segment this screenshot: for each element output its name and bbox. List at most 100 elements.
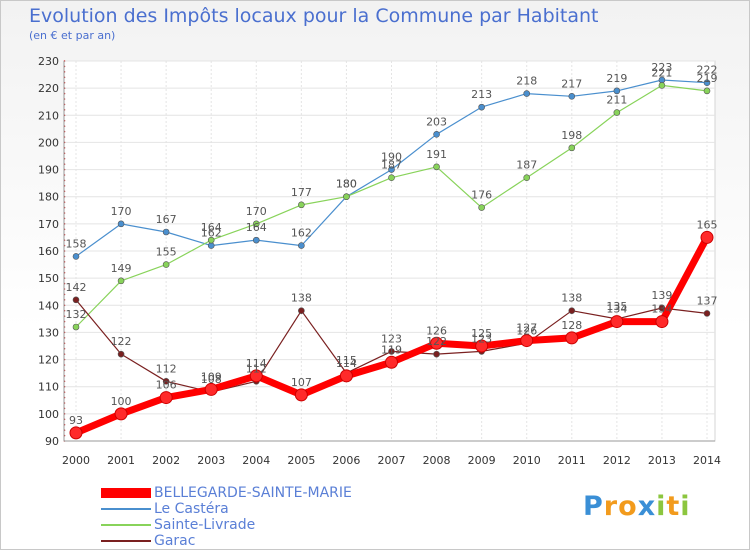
y-tick-label: 110 [38, 381, 59, 394]
y-tick-label: 180 [38, 191, 59, 204]
logo-letter: i [656, 491, 667, 522]
data-label: 170 [111, 205, 132, 218]
logo-letter: o [618, 491, 638, 522]
data-label: 123 [381, 332, 402, 345]
data-label: 138 [291, 292, 312, 305]
logo-letter: r [603, 491, 619, 522]
data-point [162, 228, 170, 236]
data-point [478, 204, 485, 211]
data-label: 190 [381, 151, 402, 164]
data-label: 198 [561, 129, 582, 142]
data-point [388, 174, 395, 182]
y-tick-label: 130 [38, 326, 59, 339]
data-point [72, 323, 80, 331]
y-tick-label: 230 [38, 55, 59, 68]
data-label: 155 [156, 246, 177, 259]
data-label: 162 [291, 227, 312, 240]
logo-letter: P [583, 491, 604, 522]
data-label: 218 [516, 75, 537, 88]
data-label: 222 [697, 64, 718, 77]
data-point [162, 377, 170, 385]
data-point [343, 193, 350, 201]
data-point [72, 296, 80, 304]
data-point [520, 334, 534, 348]
data-point [388, 348, 395, 355]
data-label: 109 [201, 370, 222, 383]
data-point [385, 355, 398, 369]
data-point [565, 331, 579, 345]
data-label: 170 [246, 205, 267, 218]
data-label: 115 [336, 354, 357, 367]
data-label: 221 [651, 66, 672, 79]
data-label: 137 [697, 294, 718, 307]
data-point [523, 90, 531, 97]
y-tick-label: 190 [38, 164, 59, 177]
data-point [207, 236, 215, 244]
data-point [478, 103, 485, 111]
data-point [388, 166, 395, 173]
data-point [69, 426, 83, 440]
data-point [610, 315, 624, 329]
data-label: 213 [471, 88, 492, 101]
y-tick-label: 160 [38, 245, 59, 258]
x-tick-label: 2007 [378, 454, 406, 467]
data-point [159, 391, 173, 405]
data-point [252, 236, 260, 244]
data-point [433, 163, 440, 171]
data-label: 114 [336, 357, 357, 370]
data-label: 128 [561, 319, 582, 332]
legend-swatch-0 [101, 488, 151, 498]
y-tick-label: 210 [38, 109, 59, 122]
data-point [658, 304, 666, 312]
data-point [207, 242, 215, 249]
data-label: 187 [516, 159, 537, 172]
x-tick-label: 2002 [152, 454, 180, 467]
data-label: 211 [606, 94, 627, 107]
data-label: 122 [111, 335, 132, 348]
data-label: 119 [381, 343, 402, 356]
y-tick-label: 150 [38, 272, 59, 285]
data-point [433, 350, 440, 358]
data-label: 191 [426, 148, 447, 161]
data-label: 122 [426, 335, 447, 348]
data-label: 114 [246, 357, 267, 370]
data-label: 126 [516, 324, 537, 337]
x-tick-label: 2003 [197, 454, 225, 467]
data-label: 125 [471, 327, 492, 340]
legend-swatch-3 [101, 540, 151, 542]
data-label: 112 [246, 362, 267, 375]
data-point [568, 307, 576, 315]
data-label: 180 [336, 178, 357, 191]
legend-swatch-1 [101, 508, 151, 510]
data-label: 162 [201, 227, 222, 240]
legend-swatch-2 [101, 524, 151, 526]
x-tick-label: 2012 [603, 454, 631, 467]
data-point [117, 220, 125, 228]
y-tick-label: 220 [38, 82, 59, 95]
data-label: 167 [156, 213, 177, 226]
x-tick-label: 2011 [558, 454, 586, 467]
legend-label-3: Garac [154, 533, 196, 549]
data-point [114, 407, 128, 421]
data-point [700, 230, 714, 244]
data-point [523, 174, 531, 182]
data-point [204, 382, 218, 396]
data-point [72, 253, 80, 260]
data-label: 223 [651, 61, 672, 74]
data-point [249, 369, 263, 383]
data-label: 219 [697, 72, 718, 85]
data-label: 108 [201, 373, 222, 386]
data-point [568, 144, 576, 152]
data-label: 139 [651, 289, 672, 302]
data-label: 203 [426, 115, 447, 128]
proxiti-logo: Proxiti [583, 491, 691, 522]
y-tick-label: 170 [38, 218, 59, 231]
y-tick-label: 140 [38, 299, 59, 312]
logo-letter: i [680, 491, 691, 522]
data-label: 165 [697, 218, 718, 231]
data-label: 134 [606, 303, 627, 316]
y-tick-label: 120 [38, 354, 59, 367]
data-label: 138 [561, 292, 582, 305]
data-point [252, 220, 260, 228]
